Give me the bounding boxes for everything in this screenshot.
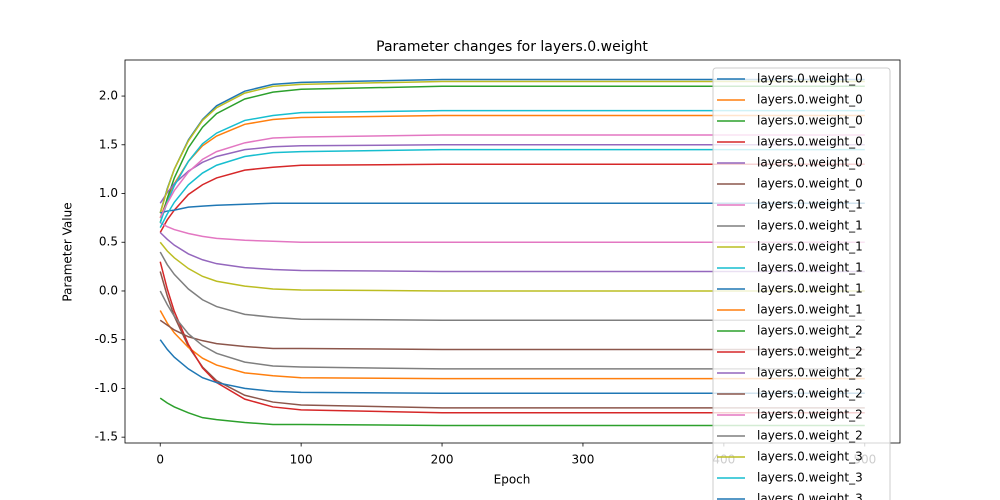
legend-label: layers.0.weight_1: [757, 240, 863, 254]
legend-label: layers.0.weight_2: [757, 324, 863, 338]
legend-label: layers.0.weight_0: [757, 135, 863, 149]
legend-label: layers.0.weight_1: [757, 219, 863, 233]
legend-label: layers.0.weight_1: [757, 198, 863, 212]
y-tick-label: 1.0: [99, 186, 118, 200]
series-line: [159, 339, 865, 395]
series-line: [160, 202, 865, 214]
series-line: [159, 397, 865, 427]
legend-label: layers.0.weight_2: [757, 408, 863, 422]
legend-label: layers.0.weight_0: [757, 156, 863, 170]
x-tick-label: 100: [290, 453, 313, 467]
x-tick-label: 0: [156, 453, 164, 467]
legend-label: layers.0.weight_1: [757, 261, 863, 275]
legend-box: [712, 67, 891, 500]
legend-label: layers.0.weight_0: [757, 177, 863, 191]
series-line: [159, 134, 865, 219]
y-tick-label: 1.5: [99, 137, 118, 151]
chart-title: Parameter changes for layers.0.weight: [376, 39, 648, 55]
y-tick-label: 0.5: [99, 235, 118, 249]
series-line: [159, 222, 865, 243]
legend-label: layers.0.weight_3: [757, 492, 863, 500]
series-line: [159, 319, 865, 351]
legend-label: layers.0.weight_2: [757, 345, 863, 359]
plot-frame: [124, 59, 901, 444]
y-tick-label: -0.5: [95, 332, 118, 346]
y-axis-label: Parameter Value: [61, 202, 75, 301]
x-axis-label: Epoch: [494, 473, 531, 487]
series-line: [159, 290, 865, 370]
series-line: [159, 80, 865, 214]
legend-label: layers.0.weight_3: [757, 450, 863, 464]
x-tick-label: 200: [431, 453, 454, 467]
series-line: [159, 310, 865, 380]
legend-label: layers.0.weight_0: [757, 114, 863, 128]
series-line: [159, 251, 865, 321]
y-tick-label: -1.0: [95, 381, 118, 395]
series-line: [159, 148, 865, 228]
legend-label: layers.0.weight_2: [757, 387, 863, 401]
series-line: [159, 261, 865, 414]
legend-label: layers.0.weight_2: [757, 429, 863, 443]
legend-label: layers.0.weight_1: [757, 282, 863, 296]
y-tick-label: 0.0: [99, 283, 118, 297]
legend-label: layers.0.weight_3: [757, 471, 863, 485]
x-tick-label: 300: [572, 453, 595, 467]
legend-label: layers.0.weight_2: [757, 366, 863, 380]
y-tick-label: 2.0: [99, 89, 118, 103]
series-line: [159, 241, 865, 292]
series-line: [159, 231, 865, 273]
series-line: [159, 144, 865, 204]
legend-label: layers.0.weight_0: [757, 93, 863, 107]
y-tick-label: -1.5: [95, 430, 118, 444]
legend-label: layers.0.weight_1: [757, 303, 863, 317]
series-line: [159, 85, 865, 223]
series-line: [159, 109, 865, 223]
legend-label: layers.0.weight_0: [757, 72, 863, 86]
